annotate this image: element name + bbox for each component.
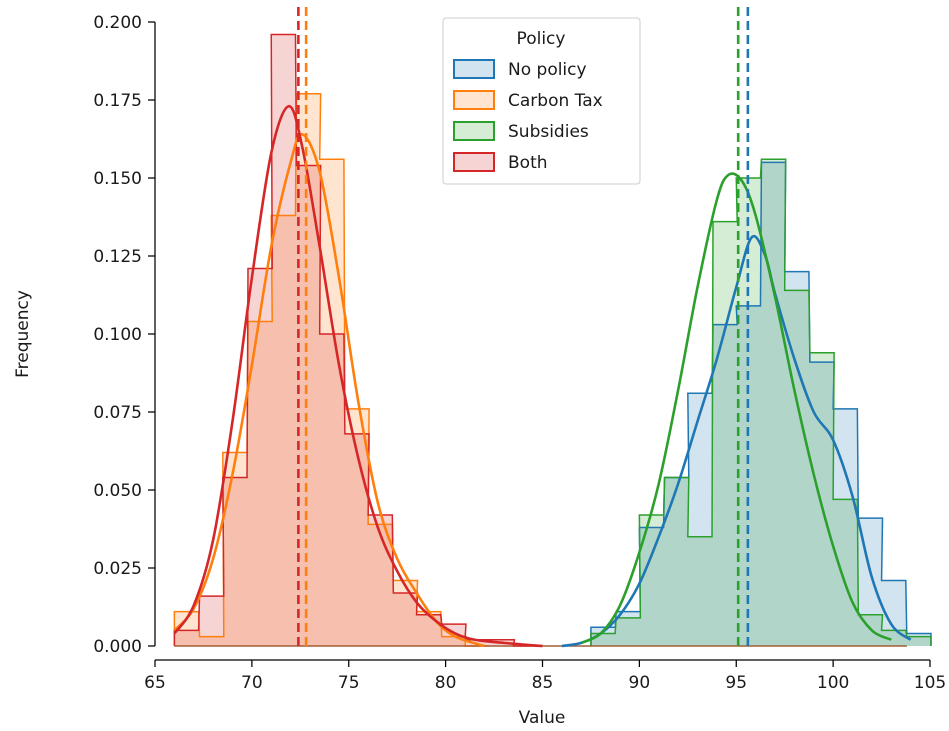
carbon-tax-legend-swatch: [453, 90, 495, 110]
y-tick-label: 0.050: [93, 481, 142, 501]
x-tick-label: 105: [914, 673, 946, 693]
y-tick-label: 0.000: [93, 637, 142, 657]
carbon-tax-histogram-fill: [174, 93, 490, 646]
x-tick-label: 70: [241, 673, 263, 693]
kde-curves: [173, 104, 912, 648]
subsidies-histogram-fill: [590, 159, 931, 646]
x-tick-label: 95: [725, 673, 747, 693]
y-tick-label: 0.075: [93, 403, 142, 423]
y-tick-label: 0.125: [93, 247, 142, 267]
legend-title: Policy: [517, 29, 566, 49]
subsidies-legend-swatch: [453, 121, 495, 141]
no-policy-histogram-fill: [590, 162, 931, 646]
x-tick-label: 65: [144, 673, 166, 693]
subsidies-kde-curve: [580, 172, 892, 645]
histogram-fills: [174, 34, 931, 647]
y-axis-ticks: 0.000 0.025 0.050 0.075 0.100 0.125 0.150 0.175…: [93, 13, 155, 657]
subsidies-histogram-step: [590, 158, 932, 646]
legend-entries: No policy Carbon Tax Subsidies Both: [453, 59, 603, 173]
no-policy-kde-curve: [561, 234, 912, 648]
y-axis-label: Frequency: [13, 290, 33, 378]
both-legend-label: Both: [508, 153, 548, 173]
x-tick-label: 90: [629, 673, 651, 693]
x-tick-label: 75: [338, 673, 360, 693]
legend: Policy No policy Carbon Tax Subsidies Both: [442, 17, 641, 185]
x-axis-ticks: 65 70 75 80 85 90 95 100 105: [144, 660, 946, 693]
mean-lines: [297, 6, 750, 646]
y-tick-label: 0.025: [93, 559, 142, 579]
both-legend-swatch: [453, 152, 495, 172]
y-tick-label: 0.200: [93, 13, 142, 33]
carbon-tax-legend-label: Carbon Tax: [508, 91, 603, 111]
y-tick-label: 0.175: [93, 91, 142, 111]
y-tick-label: 0.150: [93, 169, 142, 189]
no-policy-legend-swatch: [453, 59, 495, 79]
y-tick-label: 0.100: [93, 325, 142, 345]
x-tick-label: 80: [435, 673, 457, 693]
x-tick-label: 85: [532, 673, 554, 693]
x-axis-label: Value: [519, 708, 566, 728]
both-histogram-fill: [174, 34, 538, 647]
subsidies-legend-label: Subsidies: [508, 122, 589, 142]
both-kde-curve: [173, 104, 543, 648]
carbon-tax-kde-curve: [173, 133, 485, 648]
x-tick-label: 100: [817, 673, 849, 693]
no-policy-legend-label: No policy: [508, 60, 587, 80]
